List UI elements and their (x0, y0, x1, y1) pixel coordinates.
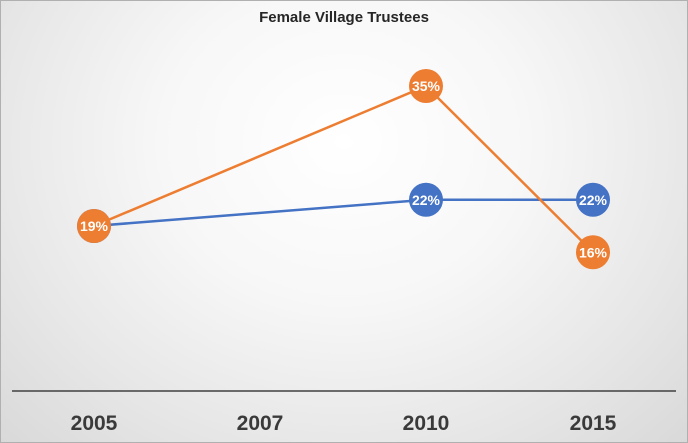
series-0-data-label-2010: 22% (412, 192, 441, 208)
series-0-line (93, 198, 593, 228)
x-tick-label-2005: 2005 (71, 412, 118, 435)
series-1-data-label-2015: 16% (579, 244, 608, 260)
chart-title: Female Village Trustees (259, 9, 429, 26)
series-1-point-2005 (77, 209, 111, 243)
x-tick-label-2015: 2015 (570, 412, 617, 435)
series-0-point-2010 (409, 182, 443, 217)
x-tick-label-2010: 2010 (403, 412, 450, 435)
series-1-point-2010 (409, 69, 443, 103)
series-0: 19% 22% 22% (77, 182, 610, 243)
series-0-point-2015 (576, 182, 610, 217)
series-0-data-label-2015: 22% (579, 192, 608, 208)
series-1-point-2015 (576, 235, 610, 270)
x-tick-label-2007: 2007 (237, 412, 284, 435)
series-1-line (93, 84, 594, 254)
series-1-data-label-2010: 35% (412, 78, 441, 94)
series-1: 19% 35% 16% (77, 69, 610, 270)
series-1-data-label-2005: 19% (80, 218, 109, 234)
